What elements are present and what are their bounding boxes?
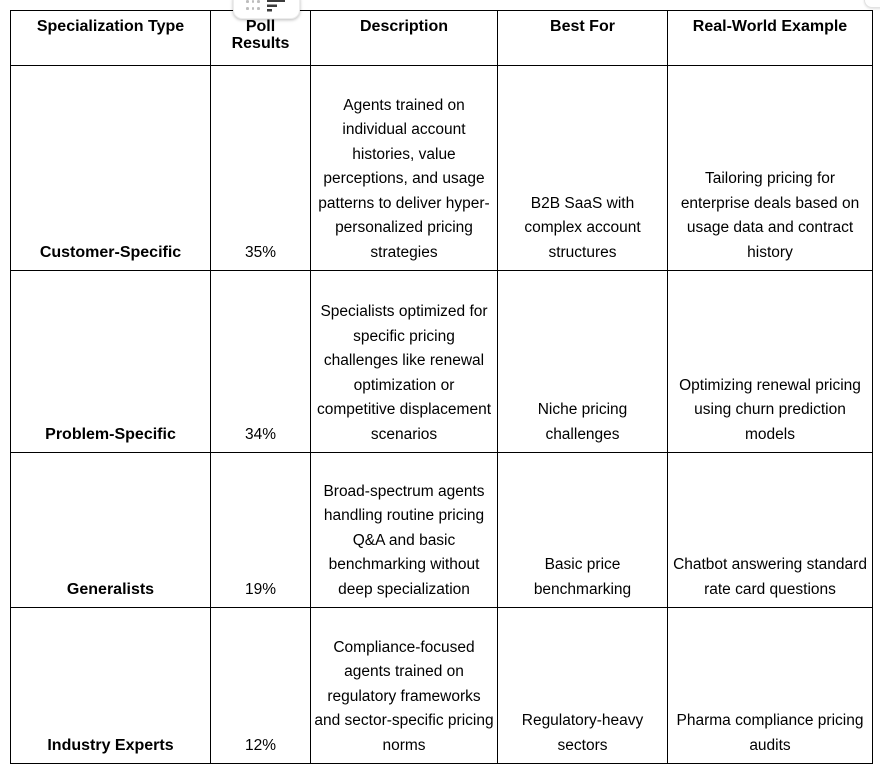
sort-lines-icon[interactable] [266,0,287,12]
cell-real-world-example[interactable]: Pharma compliance pricing audits [667,607,873,764]
drag-handle-dots-icon[interactable] [246,0,260,10]
cell-real-world-example[interactable]: Chatbot answering standard rate card que… [667,452,873,608]
column-header-description[interactable]: Description [310,10,498,66]
cell-real-world-example[interactable]: Optimizing renewal pricing using churn p… [667,270,873,453]
cell-description[interactable]: Specialists optimized for specific prici… [310,270,498,453]
cell-real-world-example[interactable]: Tailoring pricing for enterprise deals b… [667,65,873,271]
column-header-real-world-example[interactable]: Real-World Example [667,10,873,66]
table-row-customer-specific: Customer-Specific 35% Agents trained on … [10,65,873,271]
table-hover-toolbar [233,0,300,19]
cell-specialization-type[interactable]: Industry Experts [10,607,211,764]
cell-best-for[interactable]: Regulatory-heavy sectors [497,607,668,764]
column-header-best-for[interactable]: Best For [497,10,668,66]
cell-description[interactable]: Compliance-focused agents trained on reg… [310,607,498,764]
cell-specialization-type[interactable]: Customer-Specific [10,65,211,271]
cell-specialization-type[interactable]: Generalists [10,452,211,608]
table-row-generalists: Generalists 19% Broad-spectrum agents ha… [10,452,873,608]
cell-best-for[interactable]: B2B SaaS with complex account structures [497,65,668,271]
partial-floating-control[interactable] [864,0,880,8]
specialization-table: Specialization Type Poll Results Descrip… [10,10,873,764]
cell-poll-results[interactable]: 12% [210,607,311,764]
cell-poll-results[interactable]: 19% [210,452,311,608]
cell-specialization-type[interactable]: Problem-Specific [10,270,211,453]
cell-best-for[interactable]: Niche pricing challenges [497,270,668,453]
cell-poll-results[interactable]: 34% [210,270,311,453]
column-header-specialization-type[interactable]: Specialization Type [10,10,211,66]
table-row-industry-experts: Industry Experts 12% Compliance-focused … [10,607,873,764]
cell-description[interactable]: Agents trained on individual account his… [310,65,498,271]
cell-poll-results[interactable]: 35% [210,65,311,271]
cell-description[interactable]: Broad-spectrum agents handling routine p… [310,452,498,608]
table-row-problem-specific: Problem-Specific 34% Specialists optimiz… [10,270,873,453]
header-row: Specialization Type Poll Results Descrip… [10,10,873,66]
column-header-poll-results[interactable]: Poll Results [210,10,311,66]
cell-best-for[interactable]: Basic price benchmarking [497,452,668,608]
